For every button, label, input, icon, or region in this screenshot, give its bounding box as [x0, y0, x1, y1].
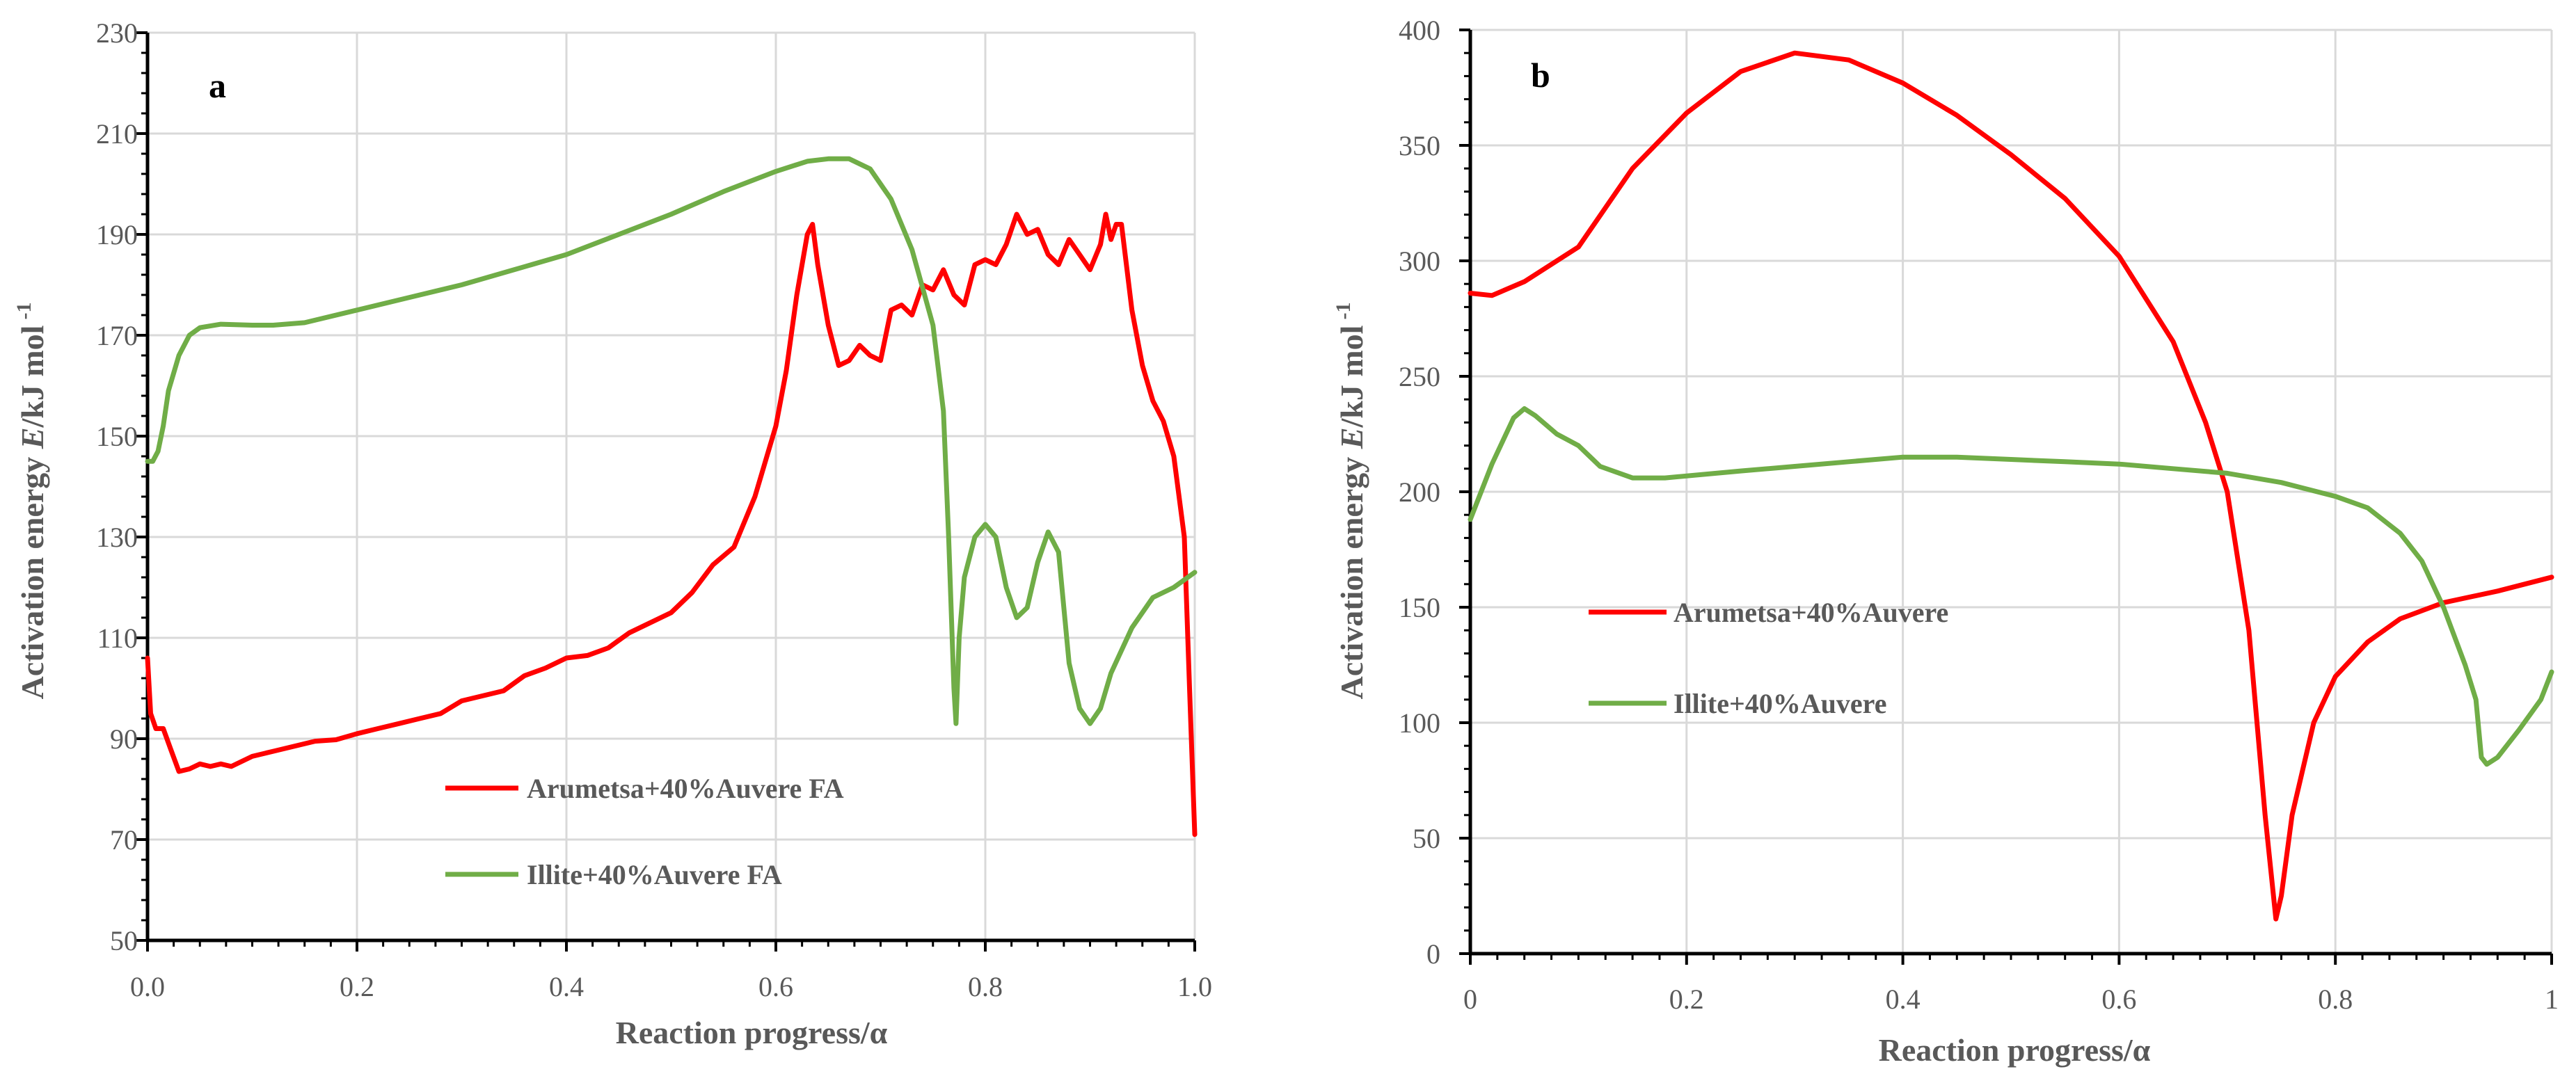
y-axis-title-b-post: /kJ mol [1334, 326, 1369, 428]
y-axis-title-a-post: /kJ mol [15, 326, 50, 428]
y-axis-title-a-italic: E [15, 428, 50, 450]
legend-label-illite-fa: Illite+40%Auvere FA [527, 859, 782, 890]
panel-label-b: b [1531, 56, 1550, 95]
y-tick-label-a: 210 [96, 118, 138, 150]
y-tick-label-a: 90 [110, 723, 138, 755]
legend-b: Arumetsa+40%Auvere Illite+40%Auvere [1589, 597, 1948, 719]
x-tick-label-a: 0.0 [130, 971, 165, 1002]
y-tick-label-b: 300 [1399, 246, 1440, 277]
y-tick-label-a: 150 [96, 421, 138, 452]
y-axis-title-b-sup: -1 [1332, 303, 1355, 320]
panel-label-a: a [209, 66, 226, 105]
y-axis-title-b: Activation energy E/kJ mol -1 [1332, 303, 1369, 700]
x-tick-label-a: 0.2 [340, 971, 374, 1002]
x-tick-label-b: 0.2 [1669, 984, 1704, 1015]
x-tick-label-b: 0.6 [2101, 984, 2136, 1015]
y-tick-label-a: 70 [110, 824, 138, 856]
series-line-b-1 [1468, 406, 2554, 767]
y-tick-label-b: 350 [1399, 130, 1440, 161]
y-tick-label-b: 250 [1399, 361, 1440, 392]
y-axis-title-a: Activation energy E/kJ mol -1 [13, 303, 50, 700]
y-axis-title-a-sup: -1 [13, 303, 35, 320]
x-tick-label-b: 0.4 [1886, 984, 1921, 1015]
x-tick-label-a: 0.6 [758, 971, 793, 1002]
y-tick-label-a: 230 [96, 17, 138, 49]
series-group-a [145, 156, 1198, 837]
axes-a: 50 70 90 110 130 150 170 190 210 230 0.0 0.2 0.4 0.6 0… [96, 17, 1212, 1002]
chart-panel-a: 50 70 90 110 130 150 170 190 210 230 0.0 0.2 0.4 0.6 0… [13, 17, 1212, 1050]
y-axis-title-b-italic: E [1334, 428, 1369, 450]
axes-b: 0 50 100 150 200 250 300 350 400 0 0.2 0.4 0.6 0.8 1 [1399, 15, 2559, 1015]
legend-a: Arumetsa+40%Auvere FA Illite+40%Auvere F… [445, 773, 844, 890]
y-tick-label-a: 130 [96, 522, 138, 553]
y-tick-label-b: 200 [1399, 476, 1440, 508]
x-tick-label-a: 0.4 [549, 971, 584, 1002]
x-tick-label-a: 1.0 [1177, 971, 1212, 1002]
grid-b [1470, 29, 2553, 954]
x-tick-label-b: 0 [1463, 984, 1477, 1015]
x-axis-title-a: Reaction progress/α [616, 1015, 888, 1050]
y-tick-label-b: 100 [1399, 707, 1440, 739]
y-tick-label-a: 50 [110, 925, 138, 956]
x-tick-label-b: 1 [2545, 984, 2559, 1015]
y-tick-label-b: 0 [1426, 938, 1440, 970]
y-axis-title-a-pre: Activation energy [15, 449, 50, 699]
y-tick-label-b: 50 [1413, 823, 1440, 854]
legend-label-illite: Illite+40%Auvere [1673, 688, 1886, 719]
y-axis-title-b-pre: Activation energy [1334, 449, 1369, 699]
series-line-a-0 [145, 211, 1198, 837]
y-tick-label-a: 190 [96, 219, 138, 250]
series-line-b-0 [1468, 50, 2554, 922]
y-tick-label-a: 170 [96, 320, 138, 351]
x-tick-label-b: 0.8 [2318, 984, 2353, 1015]
y-tick-label-b: 400 [1399, 15, 1440, 46]
x-tick-label-a: 0.8 [968, 971, 1003, 1002]
grid-a [148, 31, 1196, 940]
legend-label-arumetsa-fa: Arumetsa+40%Auvere FA [527, 773, 844, 804]
legend-label-arumetsa: Arumetsa+40%Auvere [1673, 597, 1948, 628]
series-group-b [1468, 50, 2554, 922]
y-tick-label-a: 110 [97, 623, 138, 654]
series-line-a-1 [145, 156, 1198, 726]
y-tick-label-b: 150 [1399, 592, 1440, 623]
chart-panel-b: 0 50 100 150 200 250 300 350 400 0 0.2 0.4 0.6 0.8 1 b… [1332, 15, 2559, 1068]
x-axis-title-b: Reaction progress/α [1879, 1032, 2151, 1068]
